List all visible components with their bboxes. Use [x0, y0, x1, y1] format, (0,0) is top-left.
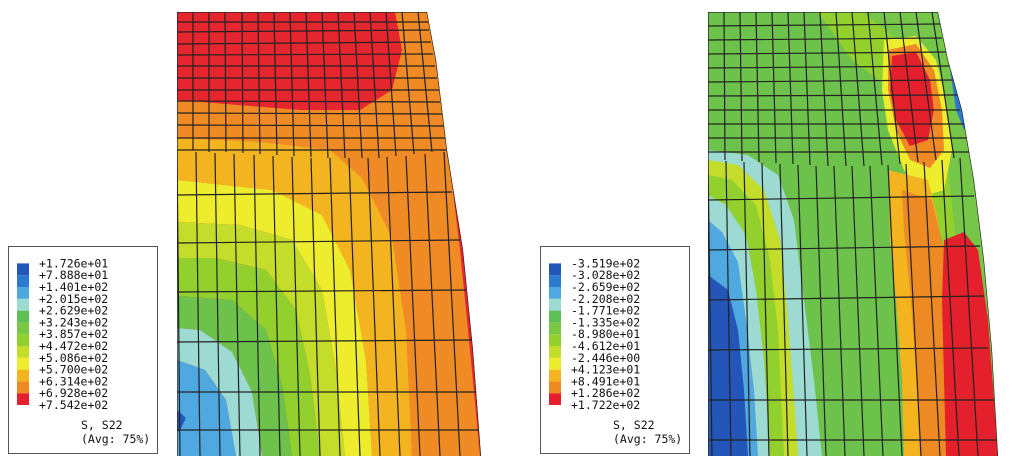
right-legend-value: -3.028e+02	[571, 268, 640, 282]
left-legend: +7.542e+02 +6.928e+02 +6.314e+02 +5.700e+02…	[8, 246, 158, 454]
left-legend-swatch	[17, 275, 29, 287]
left-legend-value: +3.243e+02	[39, 315, 108, 329]
left-legend-value: +2.015e+02	[39, 292, 108, 306]
right-legend-averaging: (Avg: 75%)	[613, 432, 682, 446]
left-legend-value: +2.629e+02	[39, 304, 108, 318]
left-legend-labels: +7.542e+02+6.928e+02+6.314e+02+5.700e+02…	[39, 256, 108, 412]
left-legend-value: +5.086e+02	[39, 351, 108, 365]
right-legend-value: -1.771e+02	[571, 304, 640, 318]
right-legend-swatch	[549, 381, 561, 394]
left-legend-swatch	[17, 263, 29, 276]
left-legend-swatch	[17, 346, 29, 358]
right-legend: +1.722e+02 +1.286e+02 +8.491e+01 +4.123e+01…	[540, 246, 690, 454]
right-legend-value: +4.123e+01	[571, 363, 640, 377]
left-legend-swatch	[17, 357, 29, 370]
right-legend-variable: S, S22	[613, 418, 655, 432]
right-legend-value: -4.612e+01	[571, 339, 640, 353]
right-legend-swatches	[549, 263, 561, 405]
left-legend-value: +7.542e+02	[39, 398, 108, 412]
left-legend-value: +7.888e+01	[39, 268, 108, 282]
left-stress-plot: +7.542e+02 +6.928e+02 +6.314e+02 +5.700e+02…	[8, 12, 481, 456]
left-legend-swatch	[17, 369, 29, 382]
right-legend-swatch	[549, 298, 561, 311]
right-legend-swatch	[549, 263, 561, 276]
right-legend-value: +1.286e+02	[571, 386, 640, 400]
right-stress-plot: +1.722e+02 +1.286e+02 +8.491e+01 +4.123e+01…	[532, 0, 1024, 456]
right-legend-value: -2.446e+00	[571, 351, 640, 365]
left-contour-mesh	[177, 12, 481, 456]
right-legend-swatch	[549, 322, 561, 335]
right-legend-swatch	[549, 334, 561, 346]
left-legend-value: +6.314e+02	[39, 374, 108, 388]
left-legend-swatch	[17, 393, 29, 405]
left-legend-value: +6.928e+02	[39, 386, 108, 400]
left-legend-swatch	[17, 322, 29, 335]
left-legend-graphic: +7.542e+02+6.928e+02+6.314e+02+5.700e+02…	[17, 256, 150, 446]
right-legend-swatch	[549, 275, 561, 287]
left-legend-value: +4.472e+02	[39, 339, 108, 353]
left-legend-value: +5.700e+02	[39, 363, 108, 377]
left-legend-value: +1.401e+02	[39, 280, 108, 294]
right-legend-labels: +1.722e+02+1.286e+02+8.491e+01+4.123e+01…	[571, 256, 640, 412]
right-legend-value: +8.491e+01	[571, 374, 640, 388]
left-legend-swatch	[17, 381, 29, 394]
right-legend-graphic: +1.722e+02+1.286e+02+8.491e+01+4.123e+01…	[549, 256, 682, 446]
left-legend-swatches	[17, 263, 29, 405]
right-contour-mesh	[708, 12, 998, 456]
right-legend-swatch	[549, 369, 561, 382]
right-legend-swatch	[549, 287, 561, 299]
left-legend-swatch	[17, 298, 29, 311]
left-legend-value: +3.857e+02	[39, 327, 108, 341]
right-legend-swatch	[549, 346, 561, 358]
right-legend-value: -8.980e+01	[571, 327, 640, 341]
right-legend-value: -2.659e+02	[571, 280, 640, 294]
left-legend-swatch	[17, 334, 29, 346]
right-legend-swatch	[549, 393, 561, 405]
right-legend-swatch	[549, 310, 561, 323]
left-legend-averaging: (Avg: 75%)	[81, 432, 150, 446]
right-legend-value: +1.722e+02	[571, 398, 640, 412]
right-legend-swatch	[549, 357, 561, 370]
right-legend-value: -3.519e+02	[571, 256, 640, 270]
left-legend-swatch	[17, 287, 29, 299]
left-legend-swatch	[17, 310, 29, 323]
left-legend-variable: S, S22	[81, 418, 123, 432]
left-legend-value: +1.726e+01	[39, 256, 108, 270]
right-legend-value: -1.335e+02	[571, 315, 640, 329]
right-legend-value: -2.208e+02	[571, 292, 640, 306]
